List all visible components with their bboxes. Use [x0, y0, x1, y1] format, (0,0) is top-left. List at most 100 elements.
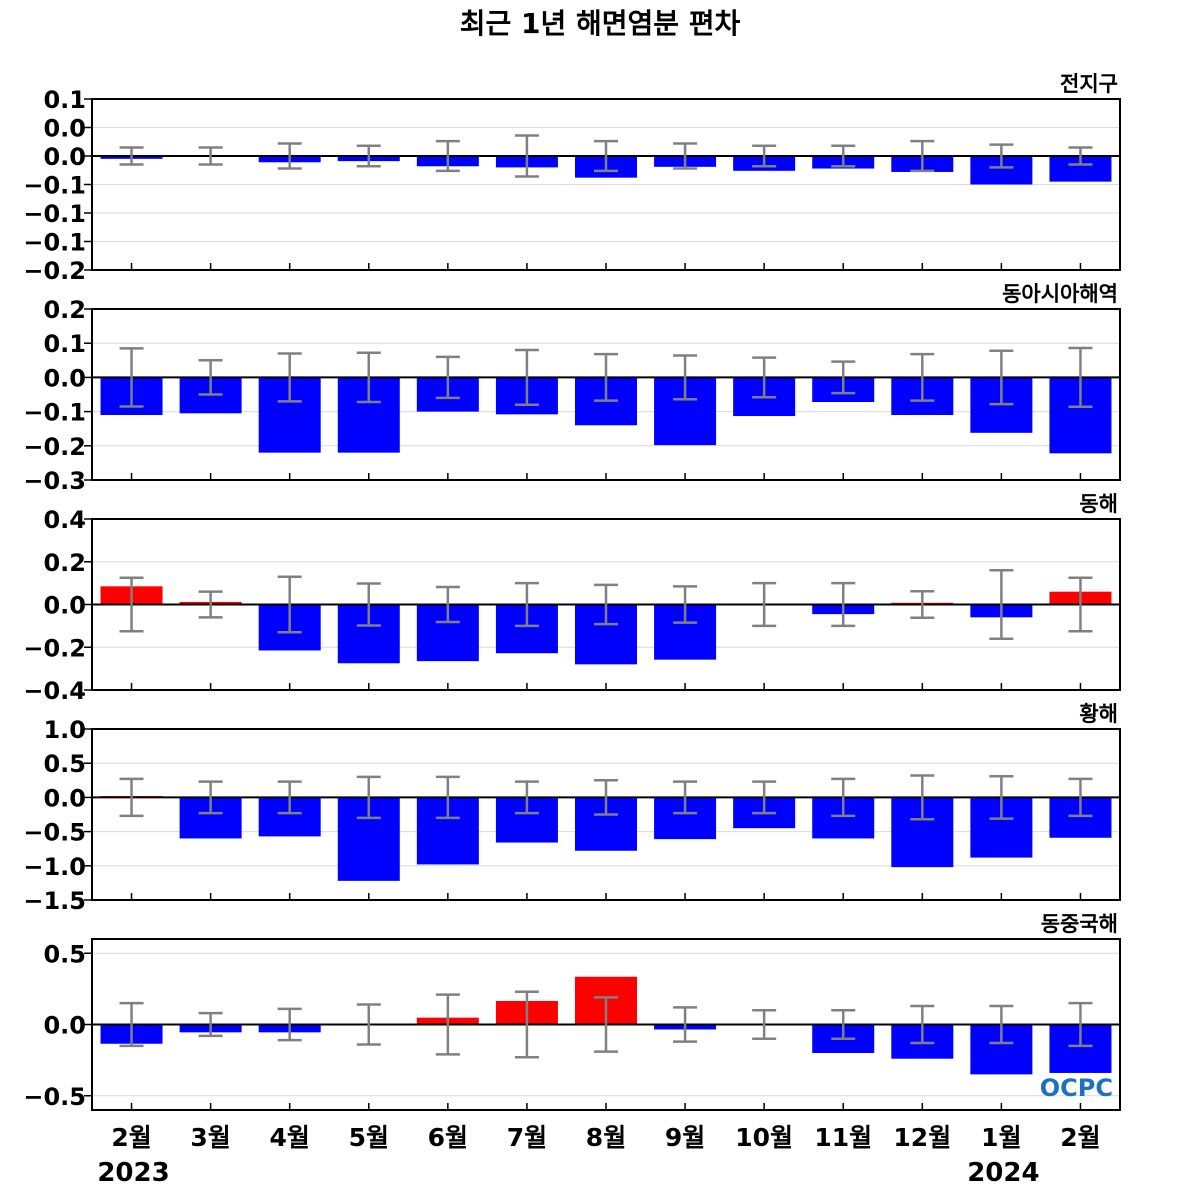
- error-bar: [594, 352, 618, 402]
- y-tick-label: 0.5: [43, 750, 86, 778]
- x-tick-label: 12월: [893, 1123, 951, 1152]
- error-bar: [277, 1007, 302, 1042]
- error-bar: [1068, 576, 1093, 633]
- x-tick-label: 1월: [981, 1123, 1021, 1152]
- error-bar: [989, 569, 1014, 640]
- y-tick-label: −1.0: [23, 853, 86, 881]
- error-bar: [198, 146, 223, 166]
- y-tick-label: 0.4: [43, 506, 86, 534]
- y-tick-label: 0.0: [43, 784, 86, 812]
- error-bar: [435, 355, 460, 400]
- x-tick-label: 2월: [1060, 1123, 1100, 1152]
- x-tick-label: 4월: [269, 1123, 309, 1152]
- error-bar: [831, 581, 856, 628]
- panel-title: 동해: [1079, 492, 1118, 516]
- error-bar: [752, 581, 777, 628]
- y-tick-label: 0.1: [43, 330, 86, 358]
- error-bar: [277, 780, 302, 815]
- panel: 동중국해 0.5 0.0 −0.5: [23, 912, 1121, 1111]
- y-tick-label: −0.1: [23, 200, 86, 228]
- panel-frame: [91, 728, 1121, 901]
- error-bar: [514, 581, 539, 628]
- error-bar: [514, 780, 539, 815]
- y-tick-label: 0.1: [43, 86, 86, 114]
- error-bar: [435, 585, 460, 624]
- x-tick-label: 11월: [814, 1123, 872, 1152]
- error-bar: [752, 356, 777, 399]
- error-bar: [198, 359, 223, 396]
- x-tick-label: 3월: [190, 1123, 230, 1152]
- y-tick-label: −0.1: [23, 229, 86, 257]
- x-tick-label: 2월: [111, 1123, 151, 1152]
- error-bar: [1068, 346, 1093, 409]
- x-tick-label: 8월: [586, 1123, 626, 1152]
- error-bar: [1068, 777, 1093, 818]
- error-bar: [1068, 146, 1093, 166]
- error-bar: [356, 1003, 381, 1046]
- error-bar: [673, 354, 698, 401]
- panel: 동아시아해역 0.2 0.1 0.0 −0.1 −0.2 −0.3: [23, 282, 1121, 495]
- y-tick-label: −0.2: [23, 257, 86, 285]
- y-tick-label: −0.1: [23, 172, 86, 200]
- error-bar: [514, 990, 539, 1059]
- panel-title: 황해: [1079, 702, 1118, 726]
- y-tick-label: 0.0: [43, 115, 86, 143]
- y-tick-label: −0.5: [23, 819, 86, 847]
- panels: 전지구0.10.00.0−0.1−0.1−0.1−0.2동아시아해역0.20.1…: [23, 72, 1121, 1111]
- error-bar: [594, 583, 618, 626]
- error-bar: [119, 1001, 144, 1048]
- error-bar: [831, 1009, 856, 1040]
- x-tick-label: 10월: [735, 1123, 793, 1152]
- y-tick-label: −0.5: [23, 1083, 86, 1111]
- error-bar: [594, 779, 618, 816]
- error-bar: [356, 775, 381, 820]
- error-bar: [673, 780, 698, 815]
- y-tick-label: −0.2: [23, 634, 86, 662]
- error-bar: [198, 1011, 223, 1038]
- error-bar: [277, 142, 302, 170]
- y-tick-label: 0.5: [43, 940, 86, 968]
- y-tick-label: −0.4: [23, 677, 86, 705]
- panel: 황해 1.0 0.5 0.0 −0.5 −1.0 −1.5: [23, 702, 1121, 915]
- y-tick-label: 0.0: [43, 143, 86, 171]
- error-bar: [435, 139, 460, 173]
- error-bar: [277, 575, 302, 634]
- error-bar: [989, 774, 1014, 820]
- error-bar: [356, 351, 381, 404]
- error-bar: [989, 1004, 1014, 1045]
- error-bar: [752, 144, 777, 168]
- error-bar: [356, 144, 381, 168]
- error-bar: [831, 144, 856, 168]
- error-bar: [198, 780, 223, 815]
- chart-title: 최근 1년 해면염분 편차: [460, 7, 741, 40]
- error-bar: [673, 142, 698, 170]
- error-bar: [673, 1006, 698, 1043]
- error-bar: [910, 1004, 935, 1045]
- panel: 동해 0.4 0.2 0.0 −0.2 −0.4: [23, 492, 1121, 705]
- panel-title: 동아시아해역: [1002, 282, 1118, 306]
- error-bar: [198, 590, 223, 619]
- error-bar: [594, 139, 618, 173]
- error-bar: [989, 143, 1014, 169]
- error-bar: [119, 576, 144, 633]
- error-bar: [514, 348, 539, 407]
- panel-frame: [91, 938, 1121, 1111]
- y-tick-label: −0.1: [23, 399, 86, 427]
- y-tick-label: −0.2: [23, 433, 86, 461]
- panel-title: 동중국해: [1041, 912, 1118, 936]
- error-bar: [989, 349, 1014, 406]
- error-bar: [119, 347, 144, 408]
- y-tick-label: 0.0: [43, 592, 86, 620]
- x-tick-label: 9월: [665, 1123, 705, 1152]
- error-bar: [277, 352, 302, 403]
- panel-frame: [91, 518, 1121, 691]
- error-bar: [910, 139, 935, 173]
- error-bar: [356, 582, 381, 627]
- year-label: 2023: [97, 1158, 169, 1188]
- x-tick-label: 6월: [428, 1123, 468, 1152]
- error-bar: [594, 996, 618, 1053]
- x-axis: 2월 3월 4월 5월 6월 7월 8월 9월 10월 11월 12월 1월 2월 2023 2024: [97, 1123, 1100, 1188]
- x-tick-label: 7월: [507, 1123, 547, 1152]
